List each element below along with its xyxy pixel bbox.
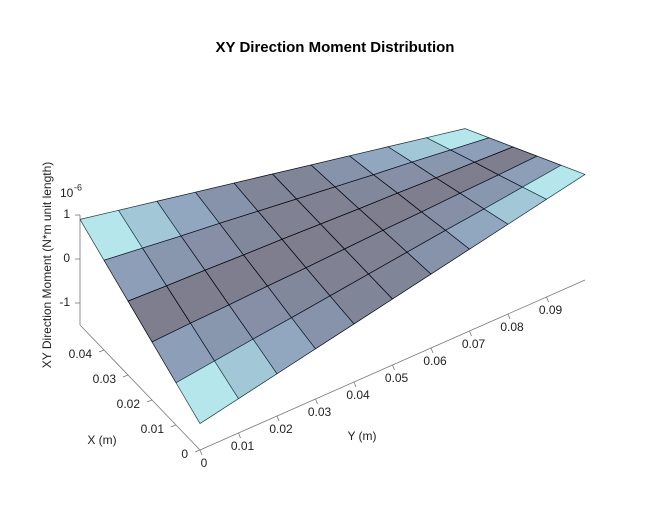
z-tick-label: -1 — [59, 295, 70, 309]
x-tick — [194, 449, 201, 453]
y-tick-label: 0.03 — [308, 405, 332, 419]
y-tick-label: 0.06 — [423, 354, 447, 368]
mesh-line — [156, 201, 278, 374]
mesh-line — [233, 182, 355, 325]
y-tick — [507, 313, 511, 320]
y-tick — [353, 381, 357, 388]
y-tick — [430, 347, 434, 354]
z-tick-label: 1 — [63, 207, 70, 221]
mesh-line — [387, 146, 509, 225]
y-tick — [392, 364, 395, 371]
mesh-line — [272, 173, 393, 300]
mesh-line — [310, 164, 432, 275]
mesh-line — [349, 155, 470, 250]
y-tick — [546, 296, 549, 303]
mesh-line — [464, 128, 586, 175]
z-scale-exponent: -6 — [74, 182, 82, 192]
y-tick-label: 0.07 — [462, 337, 486, 351]
mesh-line — [195, 191, 316, 350]
x-tick-label: 0.02 — [117, 397, 141, 411]
x-tick — [122, 374, 129, 378]
y-tick — [199, 449, 203, 456]
y-tick — [469, 330, 472, 337]
y-axis-label: Y (m) — [347, 429, 376, 443]
y-tick-label: 0.01 — [231, 439, 255, 453]
x-tick-label: 0.04 — [69, 347, 93, 361]
x-tick-label: 0.01 — [141, 422, 165, 436]
z-scale-base: 10 — [60, 186, 74, 200]
x-tick-label: 0 — [181, 447, 188, 461]
mesh-line — [79, 219, 201, 424]
x-axis-line — [79, 324, 201, 451]
x-tick — [146, 399, 153, 403]
y-tick-label: 0.02 — [269, 422, 293, 436]
x-tick — [98, 349, 105, 353]
z-axis-label: XY Direction Moment (N*m unit length) — [40, 162, 54, 369]
y-tick-label: 0 — [201, 456, 208, 470]
y-tick-label: 0.04 — [346, 388, 370, 402]
y-tick — [315, 398, 318, 405]
chart-title: XY Direction Moment Distribution — [216, 39, 455, 56]
z-tick-label: 0 — [63, 251, 70, 265]
x-tick — [170, 424, 177, 428]
mesh-line — [118, 210, 239, 399]
mesh-line — [426, 137, 547, 200]
y-tick — [276, 415, 280, 422]
y-tick-label: 0.05 — [385, 371, 409, 385]
y-tick-label: 0.08 — [500, 320, 524, 334]
y-tick-label: 0.09 — [539, 303, 563, 317]
x-tick-label: 0.03 — [93, 372, 117, 386]
y-tick — [238, 432, 241, 439]
x-axis-label: X (m) — [87, 433, 116, 447]
